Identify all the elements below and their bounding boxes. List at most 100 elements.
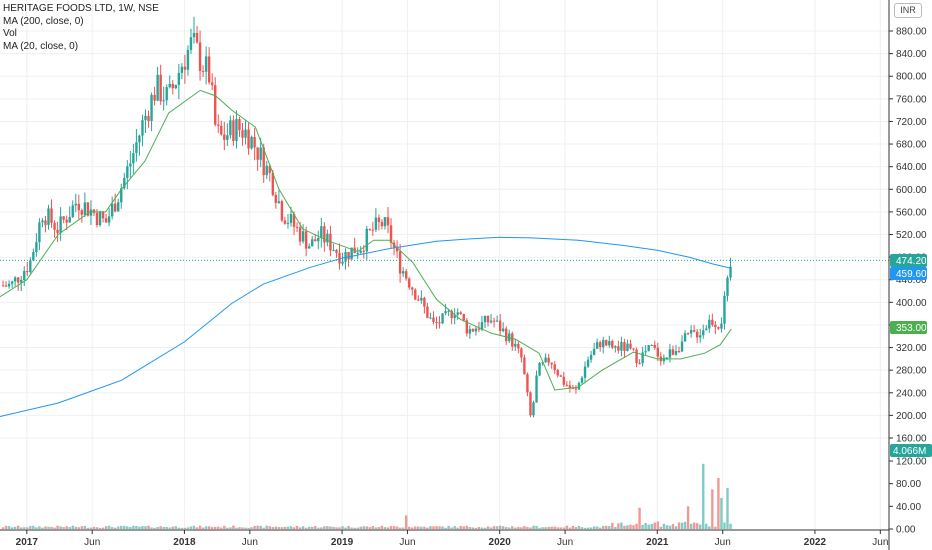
candle-body	[223, 134, 226, 140]
volume-bar	[226, 527, 229, 529]
volume-bar	[498, 525, 502, 529]
candle-body	[617, 346, 620, 351]
volume-bar	[602, 525, 605, 529]
volume-bar	[192, 525, 196, 529]
candle-body	[595, 342, 599, 349]
volume-bar	[259, 525, 262, 529]
volume-bar	[398, 527, 402, 529]
volume-bar	[595, 526, 599, 529]
candle-body	[304, 231, 308, 249]
candle-body	[262, 147, 265, 176]
volume-bar	[117, 526, 120, 529]
candle-body	[80, 210, 84, 215]
candle-body	[159, 74, 162, 102]
candle-body	[198, 42, 202, 72]
time-tick-label: 2021	[646, 537, 669, 548]
volume-bar	[414, 526, 417, 529]
ma20-legend[interactable]: MA (20, close, 0)	[3, 40, 79, 52]
price-badge	[890, 254, 927, 267]
volume-bar	[541, 527, 544, 529]
volume-bar	[95, 527, 99, 529]
volume-bar	[583, 527, 587, 529]
volume-bar	[501, 526, 505, 529]
volume-bar	[292, 527, 296, 529]
candle-body	[189, 37, 193, 51]
volume-bar	[559, 527, 562, 529]
volume-bar	[462, 526, 465, 529]
volume-bar	[495, 526, 499, 529]
candle-body	[386, 217, 390, 226]
candle-body	[292, 214, 296, 227]
candle-body	[101, 211, 105, 219]
candle-body	[71, 205, 74, 217]
volume-bar	[341, 526, 344, 529]
candle-body	[677, 351, 681, 353]
candle-body	[29, 260, 32, 273]
price-axis[interactable]: 880.00 840.00 800.00 760.00 720.00 680.00 640.…	[889, 27, 927, 536]
volume-bar	[611, 522, 614, 529]
volume-bar	[568, 527, 572, 529]
volume-bar	[359, 526, 362, 529]
ma20-line	[0, 89, 732, 391]
candle-body	[59, 216, 62, 233]
volume-bar	[620, 522, 623, 529]
candle-body	[144, 115, 147, 121]
time-tick-label: Jun	[242, 537, 258, 548]
volume-bar	[674, 526, 678, 529]
volume-bar	[586, 527, 590, 529]
candle-body	[577, 382, 581, 390]
symbol-title[interactable]: HERITAGE FOODS LTD, 1W, NSE	[3, 3, 159, 14]
candlesticks	[1, 16, 732, 418]
candle-body	[10, 281, 14, 284]
volume-bar	[220, 527, 223, 529]
candle-body	[474, 328, 478, 332]
candle-body	[38, 222, 41, 243]
volume-bar	[729, 523, 732, 529]
volume-bar	[556, 527, 559, 529]
volume-bar	[326, 526, 329, 529]
volume-bar	[592, 526, 596, 529]
volume-bar	[459, 526, 462, 529]
candle-body	[289, 214, 293, 223]
volume-bar	[301, 526, 305, 529]
candle-body	[117, 202, 120, 212]
volume-bar	[186, 527, 190, 529]
candle-body	[680, 341, 684, 352]
candle-body	[541, 362, 544, 364]
volume-bar	[480, 527, 484, 529]
volume-bar	[689, 523, 693, 529]
candle-body	[232, 120, 235, 141]
volume-bar	[86, 527, 90, 529]
candle-body	[286, 222, 290, 224]
currency-label[interactable]: INR	[894, 3, 922, 18]
vol-legend[interactable]: Vol	[3, 28, 17, 39]
candle-body	[192, 32, 196, 38]
volume-bar	[162, 526, 165, 529]
candle-body	[435, 321, 438, 323]
time-axis[interactable]: 2017 Jun 2018 Jun 2019 Jun 2020 Jun 2021 Jun 2022 J…	[16, 530, 889, 548]
candle-body	[565, 384, 569, 386]
price-tick-label: 800.00	[896, 72, 927, 83]
volume-bar	[229, 527, 232, 529]
candle-body	[110, 203, 114, 217]
candle-body	[411, 287, 414, 290]
axis-badges: 474.20 459.60 353.00 4.066M	[890, 254, 932, 457]
candle-body	[420, 297, 423, 301]
candle-body	[62, 216, 65, 220]
candle-body	[538, 362, 541, 376]
volume-bar	[492, 526, 496, 529]
candle-body	[477, 328, 481, 330]
volume-bar	[77, 527, 81, 529]
candle-body	[298, 227, 302, 242]
candle-body	[608, 341, 611, 346]
candle-body	[256, 147, 259, 160]
ma200-legend[interactable]: MA (200, close, 0)	[3, 15, 84, 27]
volume-bar	[720, 497, 723, 529]
volume-bar	[553, 526, 556, 529]
volume-bar	[250, 527, 253, 529]
candle-body	[547, 357, 550, 363]
volume-bar	[489, 527, 493, 529]
volume-bar	[686, 506, 690, 529]
ma200-line	[0, 236, 732, 417]
